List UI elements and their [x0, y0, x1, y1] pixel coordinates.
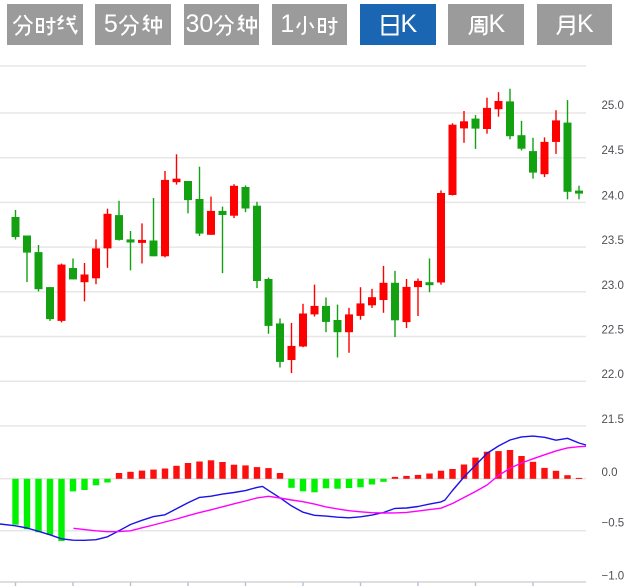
svg-text:23.0: 23.0: [602, 280, 624, 292]
svg-text:24.0: 24.0: [602, 190, 624, 202]
svg-text:−0.5: −0.5: [602, 518, 625, 530]
svg-text:0.0: 0.0: [602, 467, 618, 479]
svg-text:22.0: 22.0: [602, 369, 624, 381]
svg-text:−1.0: −1.0: [602, 570, 625, 582]
svg-text:23.5: 23.5: [602, 235, 624, 247]
svg-text:25.0: 25.0: [602, 100, 624, 112]
svg-text:22.5: 22.5: [602, 325, 624, 337]
svg-text:24.5: 24.5: [602, 145, 624, 157]
svg-text:21.5: 21.5: [602, 414, 624, 426]
